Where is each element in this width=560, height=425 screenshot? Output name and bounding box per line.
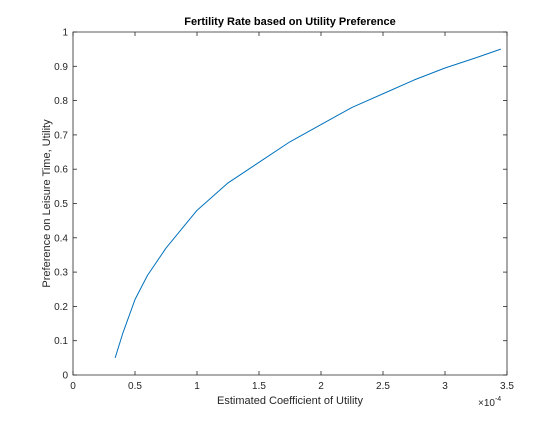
x-tick-label: 0 (70, 381, 76, 392)
chart-title: Fertility Rate based on Utility Preferen… (184, 16, 396, 28)
y-tick-label: 1 (62, 28, 68, 39)
y-tick-label: 0.1 (54, 336, 68, 347)
y-tick-label: 0.2 (54, 302, 68, 313)
y-tick-label: 0.6 (54, 165, 68, 176)
y-tick-label: 0.4 (54, 233, 68, 244)
x-tick-label: 0.5 (128, 381, 142, 392)
x-tick-label: 1.5 (252, 381, 266, 392)
series-layer (114, 48, 501, 358)
y-tick-label: 0.8 (54, 96, 68, 107)
x-tick-label: 1 (194, 381, 200, 392)
x-tick-label: 2.5 (376, 381, 390, 392)
y-tick-label: 0.7 (54, 130, 68, 141)
x-exponent-base: ×10 (478, 398, 495, 409)
x-exponent-label: ×10-4 (478, 396, 501, 409)
y-tick-label: 0 (62, 371, 68, 382)
y-tick-label: 0.3 (54, 268, 68, 279)
y-ticks: 0 0.1 0.2 0.3 0.4 0.5 0.6 0.7 0.8 0.9 1 (54, 28, 507, 382)
x-exponent-power: -4 (495, 396, 501, 403)
y-tick-label: 0.9 (54, 62, 68, 73)
y-tick-label: 0.5 (54, 199, 68, 210)
x-tick-label: 2 (318, 381, 324, 392)
x-axis-label: Estimated Coefficient of Utility (217, 395, 363, 407)
series-line (114, 48, 501, 358)
x-ticks: 0 0.5 1 1.5 2 2.5 3 3.5 (70, 32, 514, 392)
x-tick-label: 3 (442, 381, 448, 392)
x-tick-label: 3.5 (500, 381, 514, 392)
y-axis-label: Preference on Leisure Time, Utility (41, 119, 53, 288)
plot-area (73, 32, 507, 375)
